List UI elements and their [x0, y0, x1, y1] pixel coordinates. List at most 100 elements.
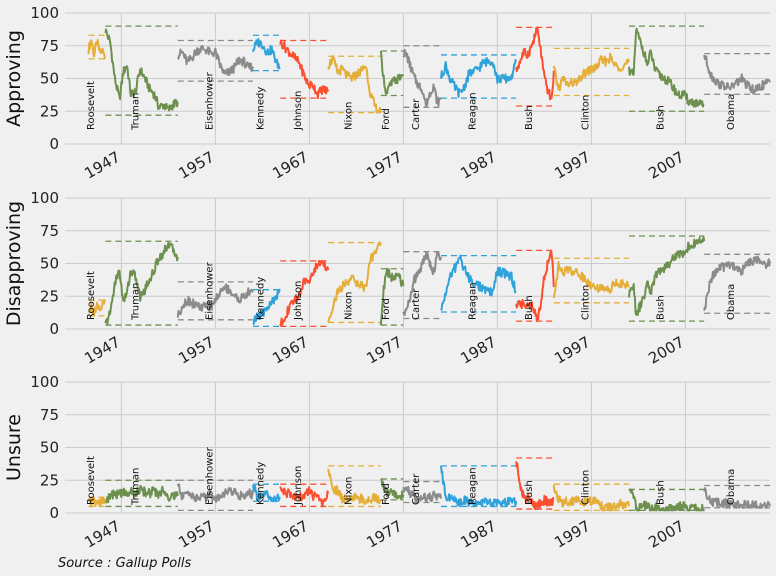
- series-line: [279, 486, 330, 508]
- series-line: [515, 26, 555, 101]
- series-line: [552, 260, 630, 299]
- series-line: [628, 27, 705, 108]
- series-carter: Carter: [402, 251, 442, 320]
- series-roosevelt: Roosevelt: [86, 271, 106, 320]
- series-truman: Truman: [104, 240, 179, 326]
- series-reagan: Reagan: [440, 254, 517, 320]
- y-tick-label: 25: [40, 471, 59, 489]
- y-tick-label: 0: [49, 504, 59, 522]
- series-line: [327, 468, 382, 505]
- president-label: Nixon: [344, 102, 355, 130]
- y-tick-label: 25: [40, 287, 59, 305]
- series-ford: Ford: [379, 267, 405, 326]
- series-line: [440, 465, 518, 508]
- president-label: Nixon: [344, 477, 355, 505]
- series-kennedy: Kennedy: [252, 277, 281, 328]
- series-obama: Obama: [703, 469, 771, 509]
- series-kennedy: Kennedy: [252, 462, 281, 505]
- president-label: Bush: [524, 480, 535, 505]
- series-line: [177, 44, 254, 76]
- president-label: Kennedy: [256, 277, 267, 320]
- president-label: Bush: [656, 105, 667, 130]
- president-label: Roosevelt: [86, 456, 97, 505]
- president-label: Eisenhower: [204, 446, 215, 505]
- series-bush: Bush: [515, 457, 555, 511]
- president-label: Kennedy: [256, 462, 267, 505]
- president-label: Ford: [381, 298, 392, 320]
- series-nixon: Nixon: [327, 55, 382, 130]
- series-ford: Ford: [379, 50, 405, 130]
- series-line: [104, 28, 179, 112]
- series-clinton: Clinton: [552, 47, 630, 130]
- president-label: Carter: [411, 473, 422, 505]
- series-roosevelt: Roosevelt: [86, 456, 106, 508]
- series-line: [252, 484, 281, 503]
- series-line: [402, 485, 442, 504]
- series-line: [552, 52, 630, 92]
- y-tick-label: 100: [30, 373, 59, 391]
- series-johnson: Johnson: [279, 466, 330, 508]
- president-label: Carter: [411, 98, 422, 130]
- series-line: [703, 255, 771, 311]
- series-line: [87, 496, 106, 508]
- y-axis-label: Unsure: [3, 414, 25, 481]
- president-label: Truman: [131, 93, 142, 131]
- president-label: Bush: [524, 105, 535, 130]
- president-label: Nixon: [344, 292, 355, 320]
- series-clinton: Clinton: [552, 257, 630, 320]
- series-bush: Bush: [628, 235, 706, 322]
- series-bush: Bush: [515, 26, 555, 130]
- series-line: [104, 241, 179, 325]
- series-line: [176, 483, 254, 503]
- y-axis-label: Disapproving: [3, 201, 25, 326]
- series-line: [105, 485, 179, 504]
- series-line: [279, 39, 330, 100]
- series-line: [440, 56, 518, 98]
- president-label: Bush: [524, 295, 535, 320]
- president-label: Ford: [381, 108, 392, 130]
- president-label: Reagan: [468, 282, 479, 320]
- series-clinton: Clinton: [552, 470, 630, 512]
- series-truman: Truman: [105, 468, 179, 508]
- series-line: [176, 283, 254, 318]
- series-line: [327, 55, 382, 114]
- y-tick-label: 100: [30, 189, 59, 207]
- series-line: [327, 241, 382, 323]
- series-line: [88, 299, 106, 317]
- y-axis-label: Approving: [3, 30, 25, 127]
- series-kennedy: Kennedy: [252, 34, 281, 130]
- president-label: Bush: [656, 295, 667, 320]
- series-line: [252, 288, 281, 326]
- series-carter: Carter: [402, 473, 442, 505]
- president-label: Obama: [726, 284, 737, 320]
- series-eisenhower: Eisenhower: [177, 39, 254, 130]
- president-label: Clinton: [580, 285, 591, 320]
- president-label: Kennedy: [256, 87, 267, 130]
- president-label: Johnson: [293, 91, 304, 131]
- series-bush: Bush: [515, 249, 555, 323]
- y-tick-label: 50: [40, 255, 59, 273]
- president-label: Roosevelt: [86, 271, 97, 320]
- series-line: [252, 38, 281, 70]
- president-label: Clinton: [580, 95, 591, 130]
- y-tick-label: 100: [30, 4, 59, 22]
- y-tick-label: 50: [40, 439, 59, 457]
- series-obama: Obama: [703, 52, 771, 130]
- y-tick-label: 25: [40, 102, 59, 120]
- series-line: [279, 259, 330, 327]
- president-label: Eisenhower: [204, 71, 215, 130]
- president-label: Reagan: [468, 92, 479, 130]
- president-label: Johnson: [293, 466, 304, 506]
- source-note: Source : Gallup Polls: [58, 556, 191, 571]
- series-line: [440, 254, 517, 311]
- series-carter: Carter: [402, 45, 442, 130]
- series-truman: Truman: [104, 25, 179, 131]
- series-eisenhower: Eisenhower: [176, 261, 254, 321]
- series-line: [703, 54, 771, 95]
- series-line: [552, 484, 630, 512]
- y-tick-label: 50: [40, 70, 59, 88]
- series-line: [515, 250, 555, 323]
- president-label: Carter: [411, 288, 422, 320]
- president-label: Truman: [131, 468, 142, 506]
- y-tick-label: 75: [40, 222, 59, 240]
